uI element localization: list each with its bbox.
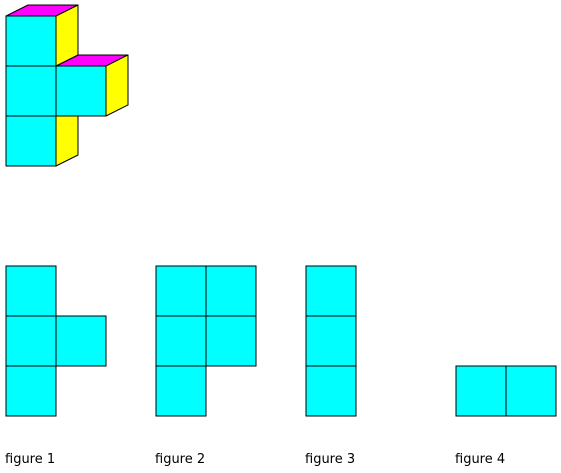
view-cell (305, 365, 357, 417)
cube-side-face (105, 54, 129, 117)
view-cell (505, 365, 557, 417)
cube-side-face (55, 4, 79, 67)
figure-1-caption: figure 1 (5, 452, 56, 467)
figure-4-caption: figure 4 (455, 452, 506, 467)
view-cell (455, 365, 507, 417)
figure-2-view (155, 265, 257, 417)
view-cell (305, 315, 357, 367)
figure-2-caption: figure 2 (155, 452, 206, 467)
view-cell (5, 315, 57, 367)
cube-front-face (5, 15, 57, 67)
isometric-solid (5, 4, 129, 167)
view-cell (155, 265, 207, 317)
projection-views (5, 265, 557, 417)
view-cell (155, 365, 207, 417)
cube-front-face (5, 115, 57, 167)
figure-3-view (305, 265, 357, 417)
view-cell (5, 365, 57, 417)
view-cell (55, 315, 107, 367)
figure-3-caption: figure 3 (305, 452, 356, 467)
cube-front-face (5, 65, 57, 117)
view-cell (155, 315, 207, 367)
view-cell (205, 265, 257, 317)
cube-front-face (55, 65, 107, 117)
view-cell (305, 265, 357, 317)
view-cell (5, 265, 57, 317)
figure-1-view (5, 265, 107, 417)
view-cell (205, 315, 257, 367)
figure-4-view (455, 365, 557, 417)
